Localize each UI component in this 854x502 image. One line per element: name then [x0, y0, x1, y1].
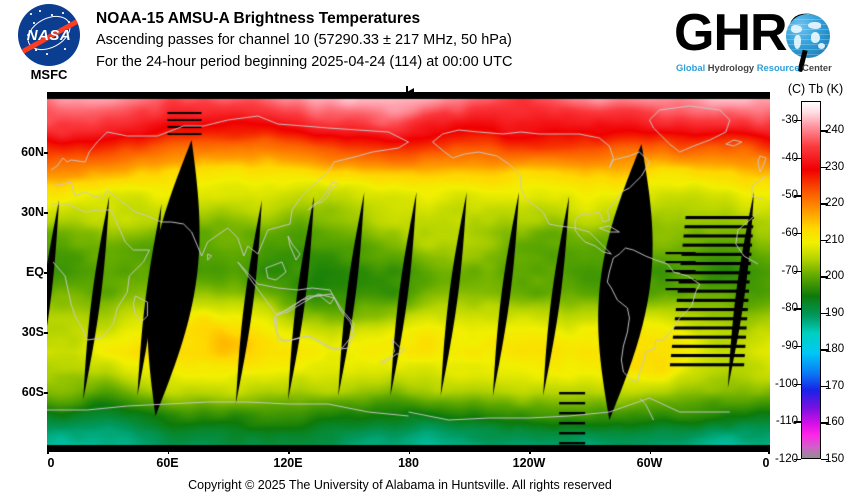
longitude-tick-mark [768, 450, 770, 454]
colorbar-kelvin-tick [821, 276, 828, 278]
longitude-tick-mark [408, 450, 411, 454]
copyright-notice: Copyright © 2025 The University of Alaba… [188, 478, 612, 492]
latitude-tick-mark [44, 152, 48, 154]
latitude-tick-mark [44, 332, 48, 334]
page-subtitle-channel: Ascending passes for channel 10 (57290.3… [96, 32, 512, 48]
title-block: NOAA-15 AMSU-A Brightness Temperatures A… [96, 8, 676, 73]
longitude-axis: 0 60E 120E 180 120W 60W 0 [47, 450, 770, 475]
colorbar-celsius-tick [794, 157, 801, 159]
latitude-tick-mark [44, 212, 48, 214]
latitude-tick-label: 60N [21, 145, 44, 159]
colorbar-celsius-label: -90 [781, 339, 798, 352]
colorbar-kelvin-label: 160 [825, 416, 845, 429]
ghrc-logo: GHRC Global Hydrology Resource Center [674, 6, 840, 80]
page-title: NOAA-15 AMSU-A Brightness Temperatures [96, 10, 421, 27]
colorbar-celsius-tick [794, 383, 801, 386]
colorbar-celsius-label: -50 [781, 189, 798, 202]
brightness-temperature-map [47, 92, 770, 452]
colorbar-celsius-label: -60 [781, 226, 798, 239]
colorbar-celsius-label: -70 [781, 264, 798, 277]
ghrc-tagline-global: Global [676, 62, 708, 73]
longitude-tick-label: 180 [398, 456, 419, 470]
colorbar-celsius-tick [794, 308, 801, 310]
longitude-tick-label: 60W [636, 456, 663, 470]
colorbar-celsius-tick [794, 421, 801, 423]
colorbar-kelvin-label: 230 [825, 160, 845, 173]
ghrc-tagline: Global Hydrology Resource Center [676, 62, 840, 73]
latitude-tick-label: 30N [21, 205, 44, 219]
colorbar-celsius-label: -120 [774, 453, 798, 465]
colorbar-kelvin-tick [821, 422, 828, 424]
latitude-tick-label: 30S [21, 325, 44, 339]
longitude-tick-mark [649, 450, 652, 454]
colorbar-kelvin-label: 210 [825, 233, 845, 246]
colorbar-kelvin-tick [821, 166, 828, 169]
colorbar-kelvin-tick [821, 239, 828, 242]
longitude-tick-mark [47, 450, 49, 454]
colorbar-kelvin-tick [821, 349, 828, 351]
colorbar-celsius-label: -80 [781, 302, 798, 315]
nasa-center-label: MSFC [30, 67, 68, 82]
longitude-tick-mark [529, 450, 531, 454]
colorbar-celsius-label: -30 [781, 113, 798, 126]
nasa-logo: NASA MSFC [10, 4, 86, 84]
longitude-tick-label: 0 [762, 456, 770, 470]
colorbar-kelvin-tick [821, 203, 828, 205]
longitude-tick-label: 120E [273, 456, 303, 470]
colorbar-celsius-label: -40 [781, 151, 798, 164]
colorbar-celsius-tick [794, 119, 801, 122]
latitude-tick-label: EQ [25, 265, 44, 279]
colorbar-title: (C) Tb (K) [787, 82, 844, 96]
colorbar-kelvin-label: 170 [825, 379, 845, 392]
latitude-tick-mark [44, 392, 48, 394]
ghrc-tagline-resource: Resource [756, 62, 803, 73]
colorbar-celsius-label: -100 [774, 377, 798, 390]
longitude-tick-label: 120W [512, 456, 546, 470]
colorbar-celsius-tick [794, 270, 801, 272]
colorbar-kelvin-tick [821, 459, 828, 461]
colorbar-kelvin-label: 240 [825, 124, 845, 137]
colorbar-kelvin-tick [821, 312, 828, 315]
colorbar-kelvin-label: 150 [825, 453, 845, 465]
colorbar-kelvin-tick [821, 130, 828, 132]
longitude-tick-label: 60E [156, 456, 179, 470]
colorbar-celsius-tick [794, 459, 801, 461]
globe-icon [786, 14, 830, 58]
colorbar-celsius-label: -110 [775, 415, 798, 428]
longitude-tick-mark [288, 450, 290, 454]
latitude-tick-label: 60S [21, 385, 44, 399]
longitude-tick-mark [167, 450, 170, 454]
colorbar-celsius-tick [794, 232, 801, 235]
nasa-meatball-icon [18, 4, 80, 66]
colorbar-gradient [801, 101, 821, 459]
colorbar-celsius-tick [794, 345, 801, 348]
colorbar-kelvin-label: 200 [825, 270, 845, 283]
colorbar-kelvin-label: 190 [825, 306, 845, 319]
page-subtitle-period: For the 24-hour period beginning 2025-04… [96, 54, 513, 70]
page-header: NASA MSFC NOAA-15 AMSU-A Brightness Temp… [0, 0, 854, 86]
colorbar-kelvin-label: 220 [825, 197, 845, 210]
ghrc-tagline-hydrology: Hydrology [707, 62, 757, 73]
map-raster [47, 92, 770, 452]
longitude-tick-label: 0 [47, 456, 55, 470]
ghrc-tagline-center: Center [802, 62, 832, 73]
colorbar-kelvin-tick [821, 385, 828, 388]
nasa-wordmark: NASA [26, 27, 72, 44]
colorbar-kelvin-label: 180 [825, 343, 845, 356]
latitude-tick-mark [44, 272, 48, 274]
latitude-axis: 60N 30N EQ 30S 60S [0, 92, 48, 452]
colorbar-celsius-tick [794, 195, 801, 197]
colorbar-legend: (C) Tb (K) -30 -40 -50 -60 -70 -80 -90 -100 -110… [775, 82, 854, 472]
